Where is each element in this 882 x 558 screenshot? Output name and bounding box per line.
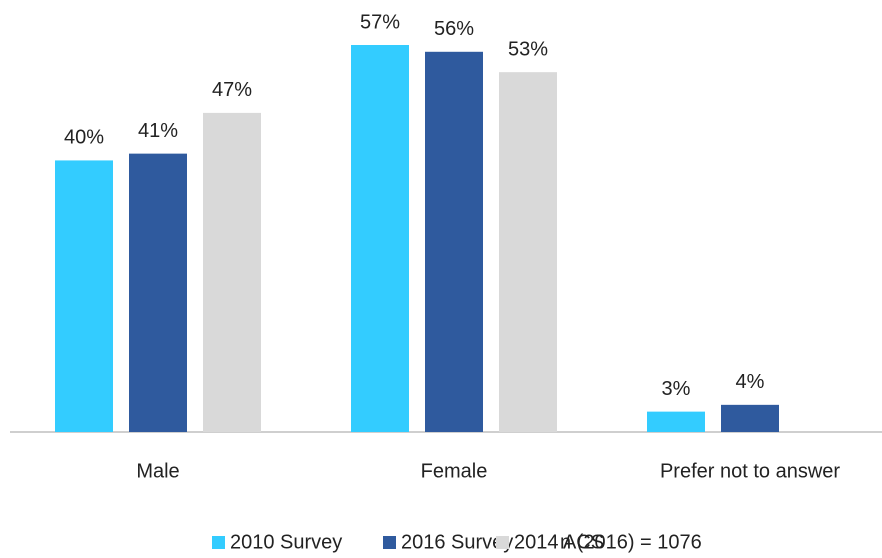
data-label: 3% — [662, 378, 691, 400]
x-tick-label: Female — [421, 460, 488, 482]
bar — [55, 160, 113, 432]
bar — [647, 411, 705, 432]
legend-label: 2016 Survey — [401, 531, 513, 553]
legend-swatch — [496, 536, 509, 549]
data-label: 40% — [64, 127, 104, 149]
x-tick-label: Prefer not to answer — [660, 460, 840, 482]
data-label: 57% — [360, 11, 400, 33]
bar — [203, 112, 261, 432]
data-label: 53% — [508, 38, 548, 60]
data-label: 56% — [434, 18, 474, 40]
bar — [425, 51, 483, 432]
x-tick-label: Male — [136, 460, 179, 482]
bar — [129, 153, 187, 432]
annotation: n (2016) = 1076 — [560, 531, 702, 553]
legend-label: 2014 ACS — [514, 531, 604, 553]
data-label: 47% — [212, 79, 252, 101]
data-label: 4% — [736, 371, 765, 393]
legend-swatch — [212, 536, 225, 549]
legend-label: 2010 Survey — [230, 531, 342, 553]
bar — [351, 45, 409, 432]
data-label: 41% — [138, 120, 178, 142]
bar — [499, 72, 557, 432]
bar — [721, 404, 779, 432]
legend-swatch — [383, 536, 396, 549]
